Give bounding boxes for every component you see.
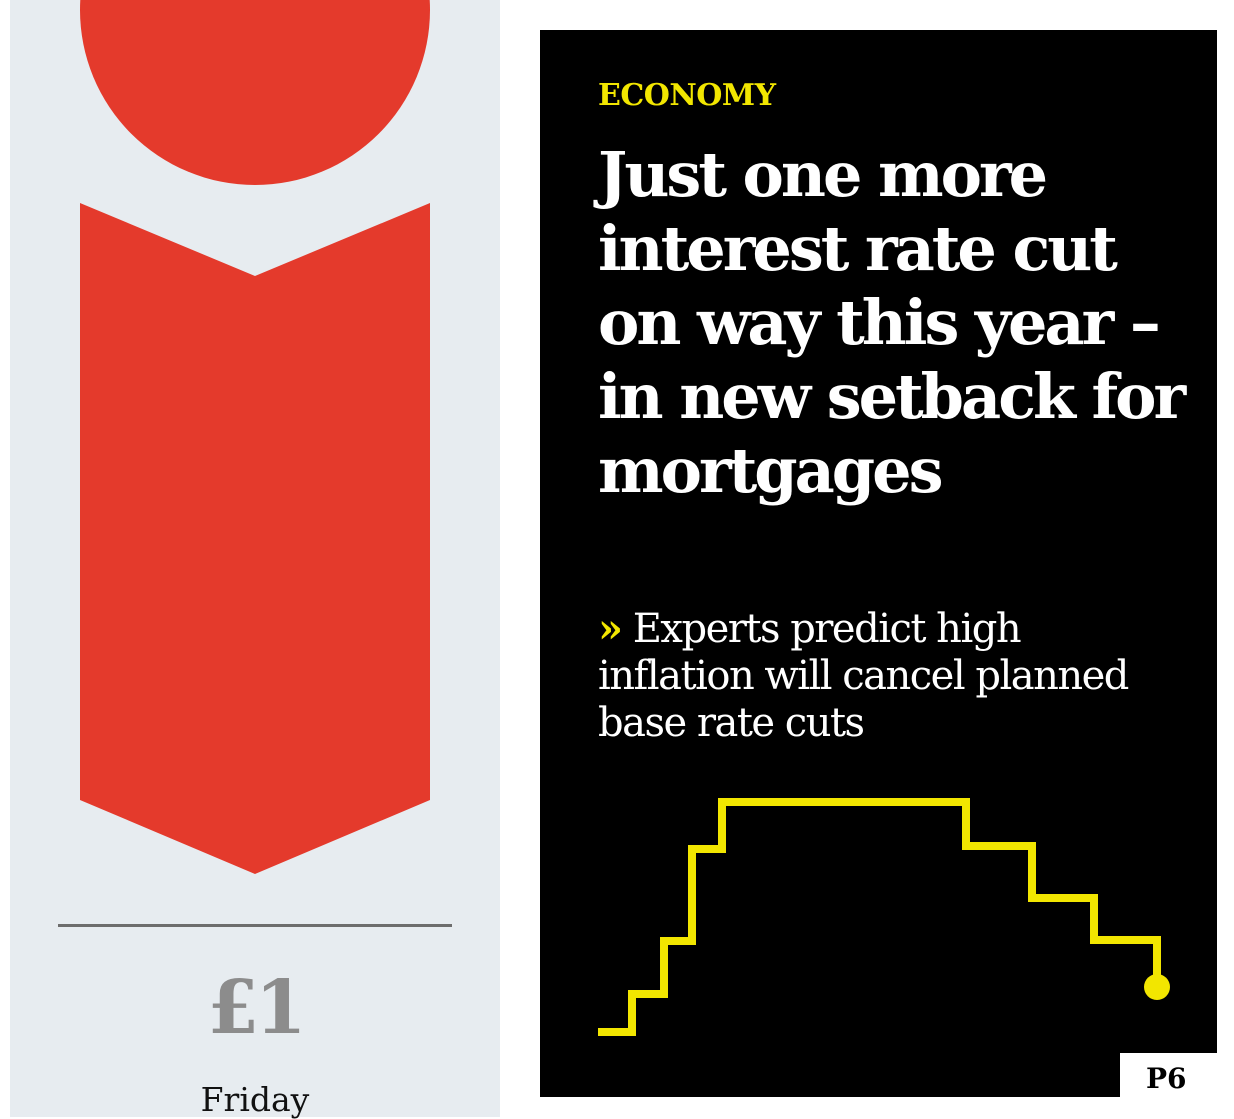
issue-day: Friday: [200, 1080, 310, 1119]
page-ref-notch: [1120, 1053, 1217, 1097]
section-label: ECONOMY: [598, 78, 776, 113]
headline[interactable]: Just one more interest rate cut on way t…: [598, 138, 1186, 507]
chevron-marker-icon: »: [598, 605, 623, 652]
cover-price: £1: [207, 965, 307, 1051]
masthead-divider: [58, 924, 452, 927]
standfirst: » Experts predict high inflation will ca…: [598, 605, 1158, 747]
page-reference[interactable]: P6: [1146, 1062, 1187, 1095]
logo-dot: [80, 0, 430, 185]
logo-stem: [80, 203, 430, 874]
standfirst-text: Experts predict high inflation will canc…: [598, 606, 1129, 746]
i-logo: [80, 0, 430, 874]
